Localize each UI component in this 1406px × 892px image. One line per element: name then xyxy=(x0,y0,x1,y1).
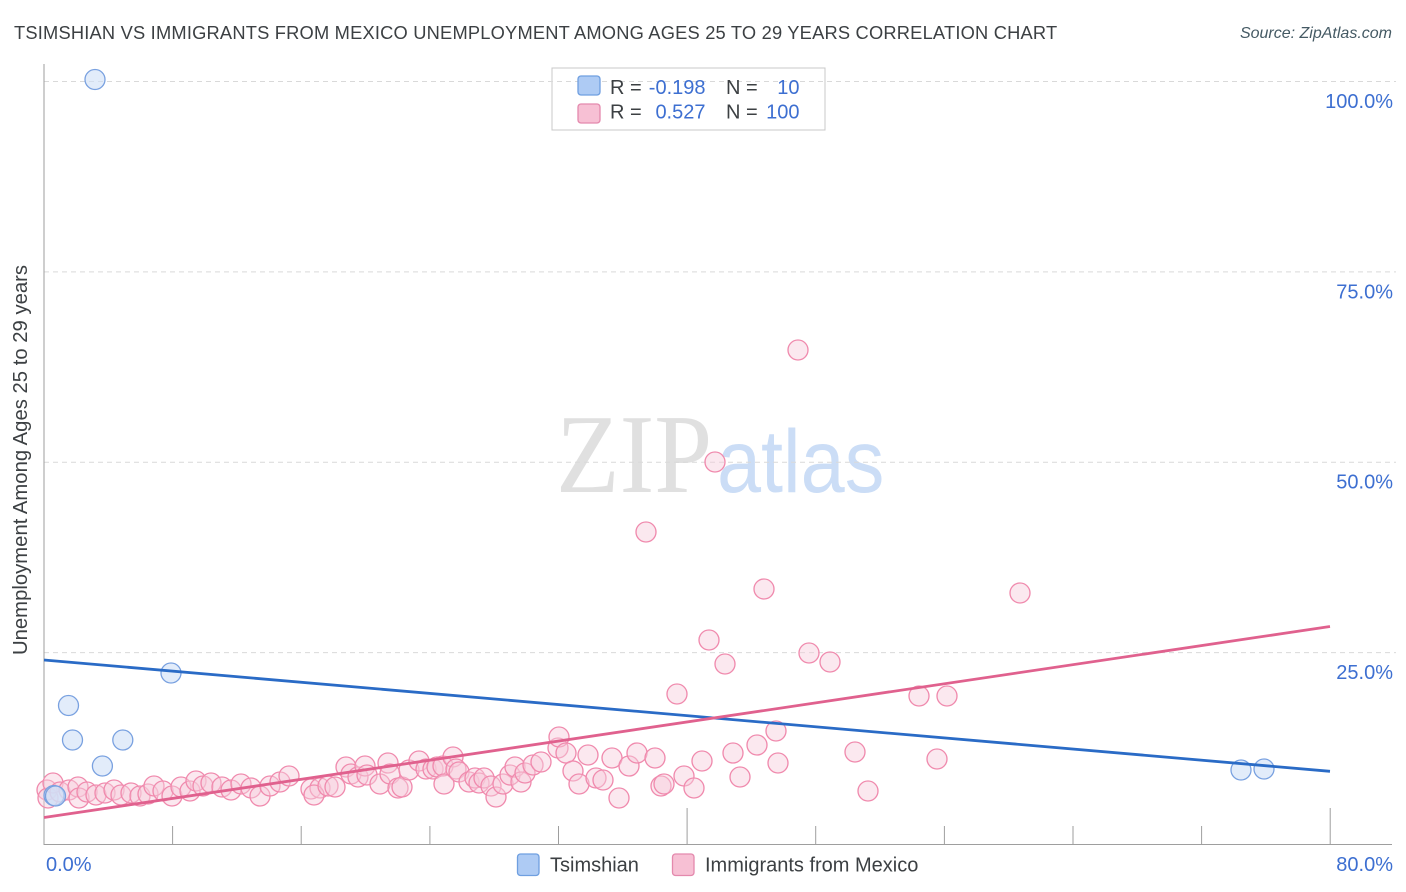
svg-text:25.0%: 25.0% xyxy=(1336,662,1393,684)
svg-text:0.0%: 0.0% xyxy=(46,854,92,876)
svg-text:TSIMSHIAN VS IMMIGRANTS FROM M: TSIMSHIAN VS IMMIGRANTS FROM MEXICO UNEM… xyxy=(14,22,1057,43)
svg-text:atlas: atlas xyxy=(717,412,884,511)
svg-text:-0.198: -0.198 xyxy=(649,77,706,99)
svg-text:Tsimshian: Tsimshian xyxy=(550,855,639,877)
svg-text:Unemployment Among Ages 25 to: Unemployment Among Ages 25 to 29 years xyxy=(10,265,32,655)
svg-text:R =: R = xyxy=(610,77,642,99)
svg-text:10: 10 xyxy=(777,77,799,99)
svg-text:0.527: 0.527 xyxy=(655,102,705,124)
svg-text:Source: ZipAtlas.com: Source: ZipAtlas.com xyxy=(1240,25,1392,42)
svg-text:ZIP: ZIP xyxy=(556,394,712,517)
svg-text:R =: R = xyxy=(610,102,642,124)
svg-text:80.0%: 80.0% xyxy=(1336,854,1393,876)
svg-text:N =: N = xyxy=(726,77,758,99)
svg-text:100: 100 xyxy=(766,102,799,124)
svg-text:75.0%: 75.0% xyxy=(1336,281,1393,303)
svg-text:100.0%: 100.0% xyxy=(1325,91,1393,113)
svg-text:50.0%: 50.0% xyxy=(1336,472,1393,494)
svg-text:N =: N = xyxy=(726,102,758,124)
svg-text:Immigrants from Mexico: Immigrants from Mexico xyxy=(705,855,918,877)
